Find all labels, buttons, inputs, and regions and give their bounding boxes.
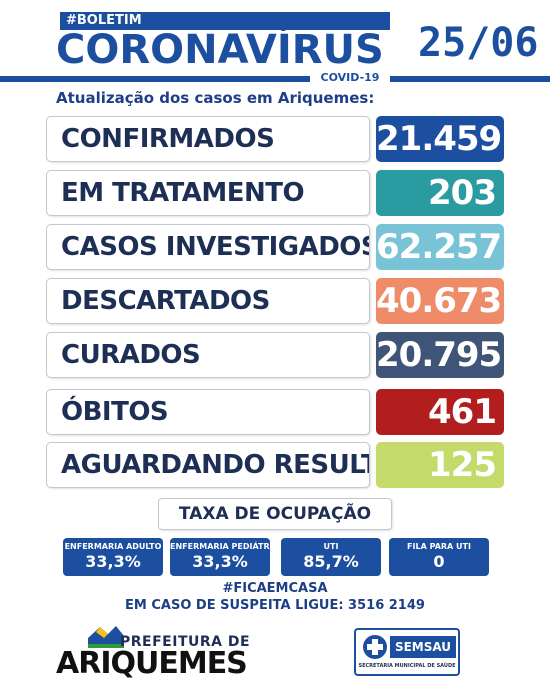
occupancy-card-enfermaria-adulto: ENFERMARIA ADULTO 33,3% — [63, 538, 163, 576]
stat-value: 203 — [376, 170, 504, 216]
occupancy-card-enfermaria-pediatrica: ENFERMARIA PEDIÁTRICA 33,3% — [170, 538, 285, 576]
occupancy-label: ENFERMARIA ADULTO — [64, 542, 162, 551]
semsau-name: SEMSAU — [390, 636, 456, 658]
stat-label: ÓBITOS — [46, 389, 370, 435]
stat-row-casos-investigados: CASOS INVESTIGADOS 62.257 — [46, 224, 504, 270]
occupancy-value: 0 — [433, 552, 445, 571]
stat-row-obitos: ÓBITOS 461 — [46, 389, 504, 435]
stat-row-em-tratamento: EM TRATAMENTO 203 — [46, 170, 504, 216]
prefeitura-label: PREFEITURA DE — [120, 634, 251, 650]
occupancy-card-fila-uti: FILA PARA UTI 0 — [389, 538, 489, 576]
health-cross-icon — [363, 635, 387, 659]
stat-row-descartados: DESCARTADOS 40.673 — [46, 278, 504, 324]
prefeitura-name: ARIQUEMES — [56, 646, 248, 681]
page-subtitle: Atualização dos casos em Ariquemes: — [56, 89, 375, 107]
occupancy-label: ENFERMARIA PEDIÁTRICA — [170, 542, 285, 551]
bulletin-date: 25/06 — [418, 20, 539, 66]
occupancy-value: 33,3% — [192, 552, 248, 571]
semsau-subtitle: SECRETARIA MUNICIPAL DE SAÚDE — [358, 663, 456, 669]
covid-tag: COVID-19 — [310, 71, 390, 85]
stat-value: 62.257 — [376, 224, 504, 270]
occupancy-title: TAXA DE OCUPAÇÃO — [158, 498, 392, 530]
phone-notice: EM CASO DE SUSPEITA LIGUE: 3516 2149 — [125, 598, 425, 613]
stat-row-confirmados: CONFIRMADOS 21.459 — [46, 116, 504, 162]
prefeitura-flag-icon — [88, 626, 124, 648]
stat-label: CASOS INVESTIGADOS — [46, 224, 370, 270]
stat-value: 40.673 — [376, 278, 504, 324]
occupancy-card-uti: UTI 85,7% — [281, 538, 381, 576]
stat-label: CURADOS — [46, 332, 370, 378]
hashtag: #FICAEMCASA — [222, 581, 328, 596]
occupancy-value: 33,3% — [85, 552, 141, 571]
stat-value: 21.459 — [376, 116, 504, 162]
stat-label: DESCARTADOS — [46, 278, 370, 324]
stat-value: 20.795 — [376, 332, 504, 378]
stat-label: EM TRATAMENTO — [46, 170, 370, 216]
boletim-tag: #BOLETIM — [60, 12, 390, 30]
stat-value: 461 — [376, 389, 504, 435]
occupancy-label: FILA PARA UTI — [407, 542, 471, 551]
semsau-logo: SEMSAU SECRETARIA MUNICIPAL DE SAÚDE — [354, 628, 460, 676]
stat-row-curados: CURADOS 20.795 — [46, 332, 504, 378]
stat-label: AGUARDANDO RESULTADO — [46, 442, 370, 488]
page-title: CORONAVÍRUS — [56, 27, 384, 73]
stat-value: 125 — [376, 442, 504, 488]
occupancy-label: UTI — [323, 542, 339, 551]
occupancy-value: 85,7% — [303, 552, 359, 571]
header-underline — [0, 76, 550, 82]
stat-label: CONFIRMADOS — [46, 116, 370, 162]
stat-row-aguardando-resultado: AGUARDANDO RESULTADO 125 — [46, 442, 504, 488]
